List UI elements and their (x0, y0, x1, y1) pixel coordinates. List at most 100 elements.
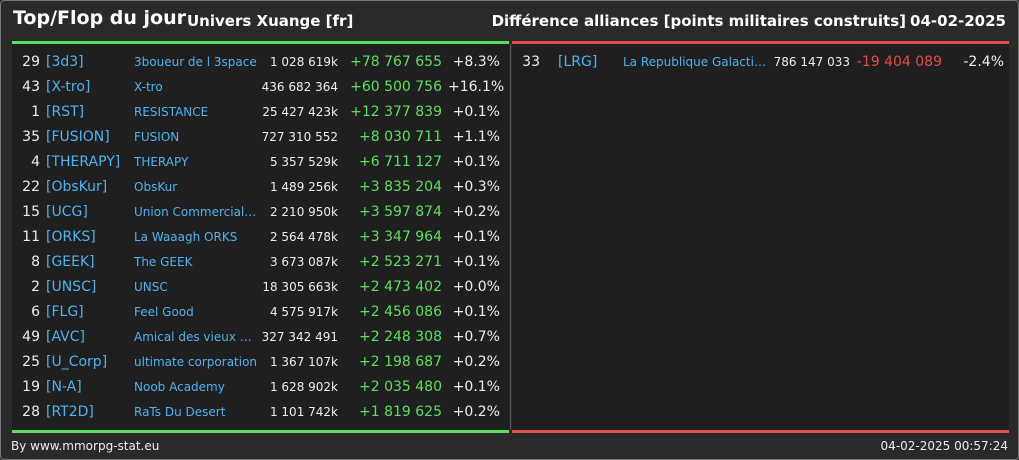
alliance-tag[interactable]: [UCG] (46, 204, 88, 220)
alliance-tag[interactable]: [RST] (46, 104, 85, 120)
source-credit: By www.mmorpg-stat.eu (11, 439, 160, 453)
alliance-tag[interactable]: [U_Corp] (46, 354, 108, 370)
alliance-total-points: 25 427 423k (262, 105, 338, 119)
alliance-points-diff: +2 456 086 (359, 304, 442, 320)
alliance-total-points: 18 305 663k (262, 280, 338, 294)
top-row: 43 [X-tro] X-tro 436 682 364 +60 500 756 +16.… (12, 75, 509, 100)
page-title: Top/Flop du jour (13, 7, 186, 29)
flop-row: 33 [LRG] La Republique Galactique 786 147 0… (512, 50, 1009, 75)
alliance-total-points: 1 628 902k (269, 380, 338, 394)
alliance-rank: 2 (31, 279, 40, 295)
alliance-total-points: 1 489 256k (269, 180, 338, 194)
alliance-percent-change: +0.1% (452, 154, 500, 170)
alliance-name[interactable]: La Republique Galactique (623, 55, 773, 69)
alliance-tag[interactable]: [RT2D] (46, 404, 94, 420)
alliance-rank: 4 (31, 154, 40, 170)
alliance-rank: 22 (22, 179, 40, 195)
alliance-tag[interactable]: [FUSION] (46, 129, 110, 145)
generated-timestamp: 04-02-2025 00:57:24 (880, 439, 1008, 453)
alliance-points-diff: +78 767 655 (350, 54, 442, 70)
alliance-total-points: 786 147 033 (773, 55, 850, 69)
top-row: 49 [AVC] Amical des vieux con 327 342 491 +2… (12, 325, 509, 350)
alliance-name[interactable]: 3boueur de l 3space (134, 55, 257, 69)
top-panel: 29 [3d3] 3boueur de l 3space 1 028 619k +78 … (12, 41, 509, 433)
alliance-tag[interactable]: [N-A] (46, 379, 82, 395)
alliance-name[interactable]: X-tro (134, 80, 163, 94)
alliance-name[interactable]: Union Commerciale... (134, 205, 258, 219)
panel-divider (510, 44, 511, 430)
alliance-rank: 25 (22, 354, 40, 370)
top-row: 28 [RT2D] RaTs Du Desert 1 101 742k +1 819 6… (12, 400, 509, 425)
alliance-rank: 29 (22, 54, 40, 70)
alliance-points-diff: +2 035 480 (359, 379, 442, 395)
alliance-name[interactable]: THERAPY (134, 155, 189, 169)
alliance-percent-change: +0.1% (452, 254, 500, 270)
alliance-percent-change: +16.1% (448, 79, 505, 95)
alliance-name[interactable]: Feel Good (134, 305, 194, 319)
alliance-tag[interactable]: [THERAPY] (46, 154, 121, 170)
alliance-rank: 15 (22, 204, 40, 220)
alliance-total-points: 727 310 552 (261, 130, 338, 144)
alliance-percent-change: +0.2% (452, 204, 500, 220)
alliance-percent-change: +0.7% (452, 329, 500, 345)
top-row: 15 [UCG] Union Commerciale... 2 210 950k +3 … (12, 200, 509, 225)
alliance-rank: 1 (31, 104, 40, 120)
alliance-total-points: 5 357 529k (269, 155, 338, 169)
alliance-tag[interactable]: [3d3] (46, 54, 84, 70)
top-row: 29 [3d3] 3boueur de l 3space 1 028 619k +78 … (12, 50, 509, 75)
alliance-total-points: 1 367 107k (269, 355, 338, 369)
alliance-rank: 19 (22, 379, 40, 395)
alliance-tag[interactable]: [GEEK] (46, 254, 95, 270)
alliance-name[interactable]: FUSION (134, 130, 180, 144)
alliance-rank: 6 (31, 304, 40, 320)
alliance-percent-change: +0.0% (452, 279, 500, 295)
alliance-total-points: 3 673 087k (269, 255, 338, 269)
top-row: 11 [ORKS] La Waaagh ORKS 2 564 478k +3 347 9… (12, 225, 509, 250)
alliance-name[interactable]: ObsKur (134, 180, 178, 194)
ranking-date: 04-02-2025 (910, 12, 1006, 30)
ranking-subtitle: Différence alliances [points militaires … (491, 12, 906, 30)
top-row: 1 [RST] RESISTANCE 25 427 423k +12 377 839 +0… (12, 100, 509, 125)
alliance-name[interactable]: ultimate corporation (134, 355, 258, 369)
alliance-rank: 49 (22, 329, 40, 345)
alliance-tag[interactable]: [X-tro] (46, 79, 91, 95)
alliance-tag[interactable]: [UNSC] (46, 279, 97, 295)
alliance-total-points: 2 210 950k (269, 205, 338, 219)
alliance-points-diff: +8 030 711 (359, 129, 442, 145)
alliance-points-diff: +3 347 964 (359, 229, 442, 245)
alliance-percent-change: +8.3% (452, 54, 500, 70)
alliance-points-diff: +3 835 204 (359, 179, 442, 195)
alliance-points-diff: -19 404 089 (856, 54, 942, 70)
alliance-tag[interactable]: [ObsKur] (46, 179, 108, 195)
alliance-percent-change: +1.1% (452, 129, 500, 145)
alliance-name[interactable]: The GEEK (134, 255, 193, 269)
alliance-tag[interactable]: [LRG] (558, 54, 598, 70)
alliance-tag[interactable]: [FLG] (46, 304, 84, 320)
alliance-total-points: 4 575 917k (269, 305, 338, 319)
alliance-name[interactable]: UNSC (134, 280, 168, 294)
flop-panel: 33 [LRG] La Republique Galactique 786 147 0… (512, 41, 1009, 433)
top-row: 6 [FLG] Feel Good 4 575 917k +2 456 086 +0.1% (12, 300, 509, 325)
top-row: 35 [FUSION] FUSION 727 310 552 +8 030 711 +1.… (12, 125, 509, 150)
alliance-total-points: 1 028 619k (269, 55, 338, 69)
alliance-rank: 43 (22, 79, 40, 95)
top-row: 8 [GEEK] The GEEK 3 673 087k +2 523 271 +0.1% (12, 250, 509, 275)
alliance-name[interactable]: RESISTANCE (134, 105, 209, 119)
top-row: 2 [UNSC] UNSC 18 305 663k +2 473 402 +0.0% (12, 275, 509, 300)
alliance-total-points: 1 101 742k (269, 405, 338, 419)
alliance-percent-change: +0.1% (452, 104, 500, 120)
alliance-name[interactable]: Amical des vieux con (134, 330, 258, 344)
top-row: 19 [N-A] Noob Academy 1 628 902k +2 035 480 +… (12, 375, 509, 400)
alliance-tag[interactable]: [AVC] (46, 329, 85, 345)
alliance-name[interactable]: Noob Academy (134, 380, 225, 394)
alliance-tag[interactable]: [ORKS] (46, 229, 96, 245)
alliance-rank: 33 (522, 54, 540, 70)
alliance-percent-change: +0.1% (452, 229, 500, 245)
alliance-name[interactable]: La Waaagh ORKS (134, 230, 238, 244)
alliance-name[interactable]: RaTs Du Desert (134, 405, 226, 419)
alliance-points-diff: +60 500 756 (350, 79, 442, 95)
alliance-percent-change: +0.2% (452, 404, 500, 420)
alliance-total-points: 436 682 364 (261, 80, 338, 94)
alliance-total-points: 327 342 491 (261, 330, 338, 344)
alliance-percent-change: -2.4% (963, 54, 1004, 70)
